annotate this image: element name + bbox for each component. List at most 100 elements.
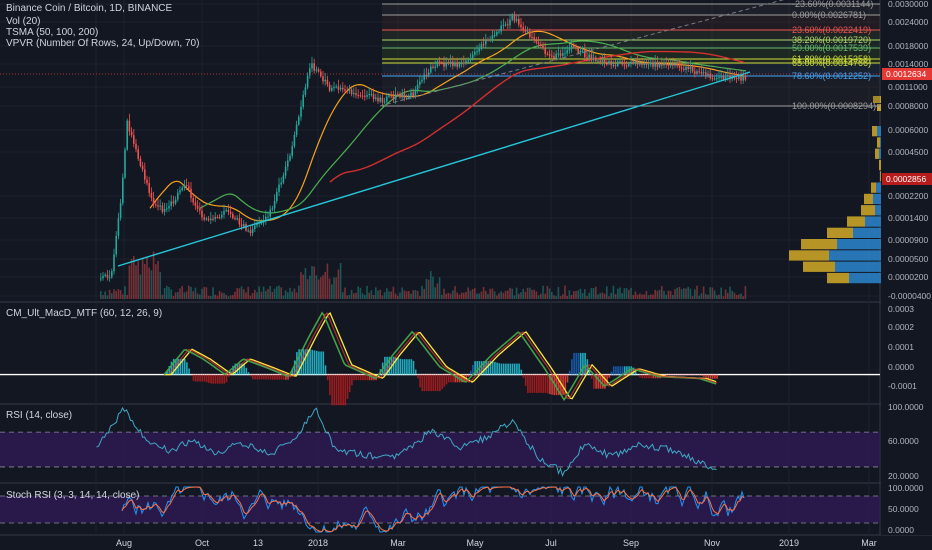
trendlines[interactable] [0,0,880,267]
macd-histogram-bar [245,367,248,375]
macd-histogram-bar [293,360,296,375]
volume-bar [430,271,432,299]
macd-histogram-bar [364,374,366,381]
volume-bar [416,291,419,299]
volume-bar [370,290,373,299]
candle-body [711,77,714,79]
macd-histogram-bar [212,374,215,384]
volume-bar [702,286,705,299]
candle-body [621,61,623,65]
candle-body [507,24,509,26]
volume-bar [229,295,232,299]
volume-bar [168,287,170,299]
candle-body [551,55,553,57]
volume-bar [166,285,168,299]
volume-bar [579,288,582,299]
candle-body [223,211,225,215]
volume-bar [115,290,117,299]
volume-bar [735,295,738,299]
volume-bar [335,277,337,299]
volume-bar [181,286,183,299]
macd-histogram-bar [445,374,448,385]
macd-histogram-bar [617,366,619,375]
volume-bar [474,288,476,299]
macd-histogram-bar [687,374,690,376]
volume-bar [337,269,340,299]
macd-histogram-bar [480,361,483,375]
candle-body [157,205,159,207]
macd-histogram-bar [170,361,173,375]
fibonacci-retracement[interactable]: -23.60%(0.0031144)0.00%(0.0026781) 23.60%… [382,0,880,111]
macd-histogram-bar [166,370,168,375]
volume-bar [612,285,615,299]
rsi-legend[interactable]: RSI (14, close) [6,410,73,421]
volume-bar [111,293,113,299]
candle-body [390,95,392,97]
candle-body [559,53,562,56]
price-tick-label: 0.0014000 [888,59,928,69]
volume-bar [685,288,687,299]
volume-bar [610,292,612,299]
candle-body [258,222,260,224]
macd-histogram-bar [509,363,512,375]
candle-body [383,101,386,103]
volume-bar [493,291,496,299]
vpvr-up-bar [853,227,885,238]
volume-bar [632,295,634,299]
macd-histogram-bar [498,363,501,375]
macd-histogram-bar [641,374,644,379]
macd-histogram-bar [392,356,395,375]
candle-body [449,61,452,64]
candle-body [718,77,720,79]
candle-body [526,31,529,33]
price-tick-label: 0.0000500 [888,254,928,264]
volume-bar [346,295,348,299]
volume-bar [126,295,128,299]
volume-bar [309,275,311,299]
candle-body [454,62,456,66]
fib-zone [382,4,880,15]
candle-body [672,64,674,66]
volume-bar [372,295,375,299]
candle-body [487,39,489,41]
candle-body [291,146,293,156]
candle-body [680,67,683,69]
volume-bar [592,288,595,299]
volume-bar [443,288,445,299]
volume-bar [419,296,421,299]
candle-body [170,201,172,206]
volume-bar [676,287,678,299]
candle-body [634,61,637,64]
candle-body [403,93,406,99]
macd-histogram-bar [329,374,331,395]
candle-body [425,74,428,76]
volume-bar [478,293,480,299]
volume-bar [628,289,630,299]
vpvr-legend[interactable]: VPVR (Number Of Rows, 24, Up/Down, 70) [6,38,200,49]
candle-body [276,191,278,202]
volume-bar [480,291,483,299]
macd-series [0,311,880,406]
stoch-rsi-legend[interactable]: Stoch RSI (3, 3, 14, 14, close) [6,490,140,501]
fib-level-label: 38.20%(0.0019720) [792,35,871,45]
volume-bar [207,295,210,299]
candle-body [581,50,584,52]
volume-legend[interactable]: Vol (20) [6,16,41,27]
volume-bar [152,251,155,299]
volume-bar [683,288,685,299]
price-axes[interactable]: 0.00300000.00240000.00180000.00140000.00… [881,0,932,535]
candle-body [531,37,533,38]
tsma-legend[interactable]: TSMA (50, 100, 200) [6,27,99,38]
macd-legend[interactable]: CM_Ult_MacD_MTF (60, 12, 26, 9) [6,308,163,319]
volume-bar [548,288,551,299]
volume-bar [199,294,201,299]
volume-bar [174,292,177,299]
time-axis[interactable]: Aug Oct 13 2018 Mar May Jul Sep Nov 2019 Mar [116,538,877,548]
volume-bar [381,295,384,299]
candle-body [687,66,689,69]
candle-body [513,15,516,21]
vpvr-down-bar [864,193,873,205]
volume-bar [320,277,322,299]
macd-histogram-bar [469,370,472,375]
